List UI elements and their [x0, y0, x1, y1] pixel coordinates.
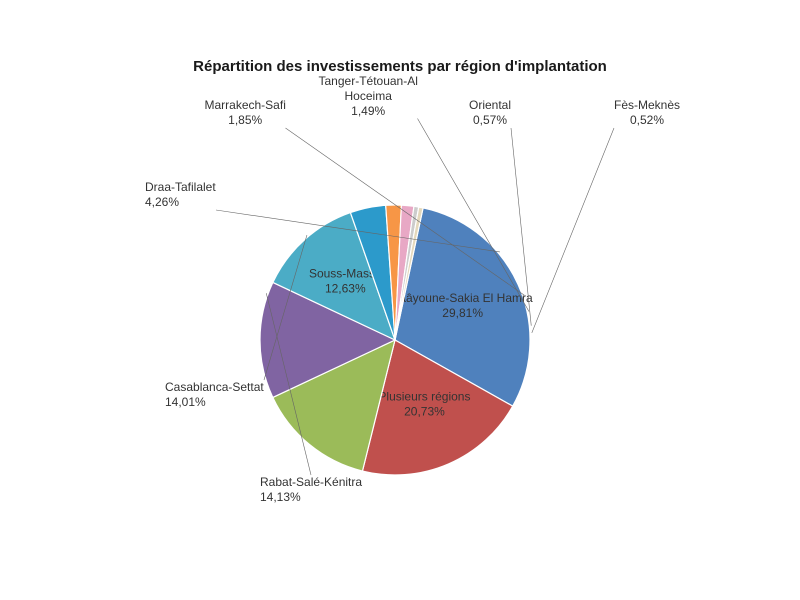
- leader-line: [532, 128, 614, 333]
- slice-label: Draa-Tafilalet 4,26%: [145, 180, 216, 210]
- slice-label: Rabat-Salé-Kénitra 14,13%: [260, 475, 362, 505]
- slice-label: Fès-Meknès 0,52%: [614, 98, 680, 128]
- slice-label: Tanger-Tétouan-Al Hoceima 1,49%: [319, 74, 418, 119]
- slice-label: Oriental 0,57%: [469, 98, 511, 128]
- pie-chart-container: Répartition des investissements par régi…: [0, 0, 800, 600]
- slice-label: Casablanca-Settat 14,01%: [165, 380, 264, 410]
- slice-label: Marrakech-Safi 1,85%: [205, 98, 286, 128]
